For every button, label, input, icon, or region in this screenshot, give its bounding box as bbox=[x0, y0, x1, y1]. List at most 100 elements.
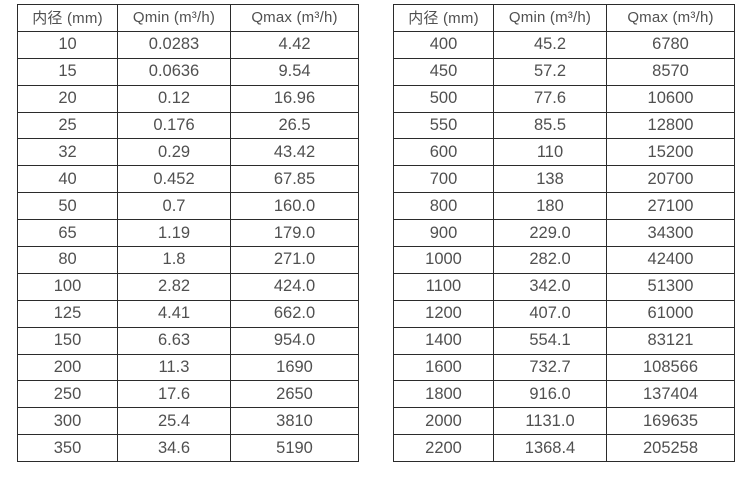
cell-qmax: 51300 bbox=[606, 272, 735, 301]
flow-range-table-small-diameters: 内径 (mm) Qmin (m³/h) Qmax (m³/h) 10 0.0283 4.4… bbox=[17, 4, 359, 463]
table-row: 550 85.5 12800 bbox=[393, 111, 735, 140]
table-row: 80 1.8 271.0 bbox=[17, 246, 359, 274]
cell-qmin: 2.82 bbox=[117, 272, 231, 301]
cell-diameter: 1000 bbox=[393, 246, 494, 274]
cell-diameter: 400 bbox=[393, 30, 494, 59]
cell-diameter: 10 bbox=[17, 30, 118, 59]
cell-qmin: 554.1 bbox=[493, 326, 607, 355]
cell-diameter: 900 bbox=[393, 219, 494, 248]
cell-diameter: 250 bbox=[17, 380, 118, 409]
cell-diameter: 40 bbox=[17, 165, 118, 194]
table-row: 1200 407.0 61000 bbox=[393, 299, 735, 328]
cell-qmax: 67.85 bbox=[230, 165, 359, 194]
cell-qmin: 4.41 bbox=[117, 299, 231, 328]
cell-diameter: 20 bbox=[17, 84, 118, 113]
cell-diameter: 1800 bbox=[393, 380, 494, 409]
cell-diameter: 550 bbox=[393, 111, 494, 140]
column-header: Qmin (m³/h) bbox=[117, 4, 231, 32]
column-header: Qmax (m³/h) bbox=[230, 4, 359, 32]
cell-qmin: 282.0 bbox=[493, 246, 607, 274]
cell-qmin: 34.6 bbox=[117, 434, 231, 463]
cell-qmax: 4.42 bbox=[230, 30, 359, 59]
cell-diameter: 125 bbox=[17, 299, 118, 328]
cell-qmax: 8570 bbox=[606, 57, 735, 86]
cell-diameter: 2000 bbox=[393, 407, 494, 436]
table-row: 900 229.0 34300 bbox=[393, 219, 735, 248]
table-row: 20 0.12 16.96 bbox=[17, 84, 359, 113]
cell-qmin: 1.8 bbox=[117, 246, 231, 274]
table-row: 400 45.2 6780 bbox=[393, 30, 735, 59]
cell-qmin: 1.19 bbox=[117, 219, 231, 248]
cell-diameter: 1600 bbox=[393, 353, 494, 382]
cell-diameter: 50 bbox=[17, 192, 118, 221]
table-row: 40 0.452 67.85 bbox=[17, 165, 359, 194]
table-row: 65 1.19 179.0 bbox=[17, 219, 359, 248]
cell-qmin: 45.2 bbox=[493, 30, 607, 59]
cell-qmax: 42400 bbox=[606, 246, 735, 274]
cell-diameter: 15 bbox=[17, 57, 118, 86]
cell-qmin: 342.0 bbox=[493, 272, 607, 301]
table-row: 200 11.3 1690 bbox=[17, 353, 359, 382]
cell-qmax: 954.0 bbox=[230, 326, 359, 355]
cell-qmax: 6780 bbox=[606, 30, 735, 59]
column-header: Qmin (m³/h) bbox=[493, 4, 607, 32]
cell-diameter: 1400 bbox=[393, 326, 494, 355]
cell-qmin: 916.0 bbox=[493, 380, 607, 409]
table-row: 450 57.2 8570 bbox=[393, 57, 735, 86]
table-row: 32 0.29 43.42 bbox=[17, 138, 359, 167]
cell-qmin: 85.5 bbox=[493, 111, 607, 140]
cell-diameter: 1100 bbox=[393, 272, 494, 301]
cell-qmin: 77.6 bbox=[493, 84, 607, 113]
cell-qmin: 57.2 bbox=[493, 57, 607, 86]
cell-qmin: 6.63 bbox=[117, 326, 231, 355]
table-row: 350 34.6 5190 bbox=[17, 434, 359, 463]
cell-qmin: 0.7 bbox=[117, 192, 231, 221]
cell-qmax: 43.42 bbox=[230, 138, 359, 167]
cell-qmax: 205258 bbox=[606, 434, 735, 463]
cell-diameter: 700 bbox=[393, 165, 494, 194]
cell-qmin: 229.0 bbox=[493, 219, 607, 248]
cell-qmax: 137404 bbox=[606, 380, 735, 409]
cell-qmin: 1368.4 bbox=[493, 434, 607, 463]
cell-qmin: 0.452 bbox=[117, 165, 231, 194]
cell-qmax: 5190 bbox=[230, 434, 359, 463]
cell-qmin: 0.0283 bbox=[117, 30, 231, 59]
table-row: 2000 1131.0 169635 bbox=[393, 407, 735, 436]
table-row: 1800 916.0 137404 bbox=[393, 380, 735, 409]
table-row: 1600 732.7 108566 bbox=[393, 353, 735, 382]
cell-qmin: 25.4 bbox=[117, 407, 231, 436]
cell-diameter: 450 bbox=[393, 57, 494, 86]
table-row: 700 138 20700 bbox=[393, 165, 735, 194]
table-row: 15 0.0636 9.54 bbox=[17, 57, 359, 86]
cell-diameter: 32 bbox=[17, 138, 118, 167]
cell-diameter: 150 bbox=[17, 326, 118, 355]
cell-diameter: 100 bbox=[17, 272, 118, 301]
header-row: 内径 (mm) Qmin (m³/h) Qmax (m³/h) bbox=[17, 4, 359, 32]
cell-qmin: 732.7 bbox=[493, 353, 607, 382]
table-row: 500 77.6 10600 bbox=[393, 84, 735, 113]
cell-qmax: 1690 bbox=[230, 353, 359, 382]
cell-qmin: 110 bbox=[493, 138, 607, 167]
table-row: 1000 282.0 42400 bbox=[393, 246, 735, 274]
cell-qmax: 662.0 bbox=[230, 299, 359, 328]
cell-qmax: 424.0 bbox=[230, 272, 359, 301]
cell-diameter: 300 bbox=[17, 407, 118, 436]
cell-qmax: 16.96 bbox=[230, 84, 359, 113]
cell-diameter: 80 bbox=[17, 246, 118, 274]
table-row: 250 17.6 2650 bbox=[17, 380, 359, 409]
column-header: 内径 (mm) bbox=[17, 4, 118, 32]
cell-qmax: 271.0 bbox=[230, 246, 359, 274]
cell-qmin: 138 bbox=[493, 165, 607, 194]
cell-qmin: 0.29 bbox=[117, 138, 231, 167]
cell-qmax: 12800 bbox=[606, 111, 735, 140]
cell-qmax: 10600 bbox=[606, 84, 735, 113]
table-row: 800 180 27100 bbox=[393, 192, 735, 221]
cell-qmax: 179.0 bbox=[230, 219, 359, 248]
table-row: 10 0.0283 4.42 bbox=[17, 30, 359, 59]
cell-qmax: 83121 bbox=[606, 326, 735, 355]
table-row: 50 0.7 160.0 bbox=[17, 192, 359, 221]
table-row: 2200 1368.4 205258 bbox=[393, 434, 735, 463]
cell-qmax: 15200 bbox=[606, 138, 735, 167]
cell-qmax: 34300 bbox=[606, 219, 735, 248]
cell-diameter: 65 bbox=[17, 219, 118, 248]
